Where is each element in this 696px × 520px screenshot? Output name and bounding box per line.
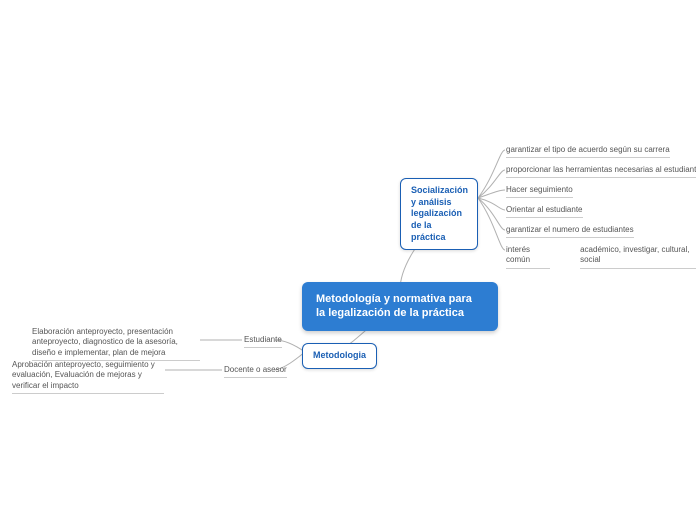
leaf-estudiante-title[interactable]: Estudiante	[244, 335, 282, 348]
leaf-estudiante-desc[interactable]: Elaboración anteproyecto, presentación a…	[32, 327, 200, 361]
leaf-interes[interactable]: interés común académico, investigar, cul…	[506, 245, 696, 269]
leaf-carrera[interactable]: garantizar el tipo de acuerdo según su c…	[506, 145, 670, 158]
root-node[interactable]: Metodología y normativa para la legaliza…	[302, 282, 498, 331]
leaf-docente-desc[interactable]: Aprobación anteproyecto, seguimiento y e…	[12, 360, 164, 394]
branch-socializacion[interactable]: Socialización y análisis legalización de…	[400, 178, 478, 250]
branch-metodologia[interactable]: Metodologia	[302, 343, 377, 369]
leaf-numero[interactable]: garantizar el numero de estudiantes	[506, 225, 634, 238]
leaf-docente-title[interactable]: Docente o asesor	[224, 365, 287, 378]
leaf-interes-a: interés común	[506, 245, 550, 269]
leaf-interes-b: académico, investigar, cultural, social	[580, 245, 696, 269]
leaf-orientar[interactable]: Orientar al estudiante	[506, 205, 583, 218]
leaf-seguimiento[interactable]: Hacer seguimiento	[506, 185, 573, 198]
leaf-herramientas[interactable]: proporcionar las herramientas necesarias…	[506, 165, 696, 178]
